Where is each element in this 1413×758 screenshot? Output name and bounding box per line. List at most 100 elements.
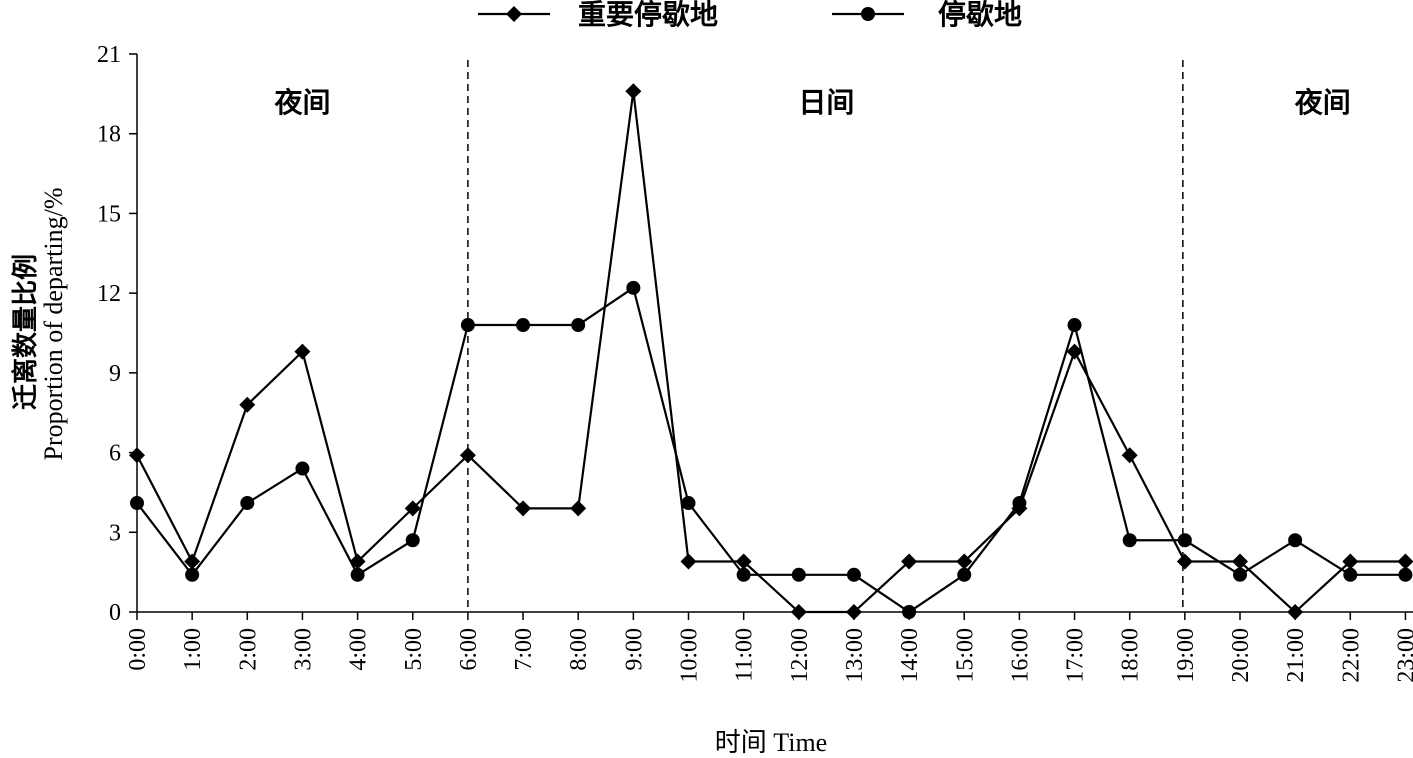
x-tick-label: 20:00 [1228, 628, 1254, 683]
data-point [405, 533, 420, 548]
period-dividers [467, 60, 1184, 612]
data-point [1343, 567, 1358, 582]
data-point [184, 553, 201, 570]
series-layer [129, 83, 1413, 620]
data-point [130, 496, 144, 511]
data-point [1342, 553, 1359, 570]
legend-marker [861, 7, 875, 21]
data-point [1233, 567, 1247, 582]
data-point [460, 318, 475, 333]
x-tick-label: 11:00 [732, 628, 758, 682]
data-point [1121, 447, 1138, 464]
legend-label: 重要停歇地 [578, 0, 718, 31]
legend-label: 停歇地 [938, 0, 1022, 31]
data-point [846, 567, 861, 582]
data-point [295, 461, 310, 476]
legend-item: 停歇地 [832, 0, 1022, 31]
x-tick-label: 1:00 [180, 628, 206, 671]
data-point [1398, 567, 1413, 582]
x-tick-label: 2:00 [235, 628, 261, 671]
x-tick-label: 12:00 [787, 628, 813, 683]
data-point [626, 280, 641, 295]
data-point [1232, 553, 1248, 570]
x-tick-label: 6:00 [456, 628, 482, 671]
x-tick-label: 0:00 [125, 628, 151, 671]
x-tick-label: 19:00 [1173, 628, 1199, 683]
x-tick-label: 10:00 [677, 628, 703, 683]
data-point [1012, 496, 1027, 511]
data-point [1177, 533, 1192, 548]
data-point [625, 83, 642, 100]
x-tick-label: 9:00 [621, 628, 647, 671]
y-axis-title-cn: 迁离数量比例 [10, 254, 40, 410]
y-tick-label: 6 [109, 441, 121, 467]
series-2 [130, 280, 1413, 619]
x-tick-label: 13:00 [842, 628, 868, 683]
data-point [956, 553, 973, 570]
x-tick-label: 4:00 [346, 628, 372, 671]
data-point [790, 604, 807, 620]
data-point [571, 318, 586, 333]
y-tick-label: 0 [109, 600, 121, 626]
data-point [239, 396, 256, 413]
series-line [136, 286, 1406, 614]
data-point [515, 500, 532, 517]
period-label: 日间 [798, 87, 854, 119]
axes: 0 3 6 9 12 15 18 21 0:00 1:00 2:00 3:00 4:00 5:00 6:00… [97, 42, 1413, 683]
x-tick-label: 5:00 [401, 628, 427, 671]
data-point [459, 447, 476, 464]
series-1 [129, 83, 1413, 620]
period-labels: 夜间 日间 夜间 [273, 86, 1350, 119]
data-point [1287, 604, 1304, 620]
x-tick-label: 22:00 [1338, 628, 1364, 683]
data-point [404, 500, 421, 517]
data-point [681, 496, 696, 511]
x-tick-label: 14:00 [897, 628, 923, 683]
data-point [845, 604, 862, 620]
data-point [1176, 553, 1193, 570]
data-point [570, 500, 587, 517]
x-axis-title: 时间 Time [715, 728, 827, 757]
data-point [901, 553, 918, 570]
data-point [791, 567, 806, 582]
period-label: 夜间 [1294, 86, 1351, 119]
y-axis-title-en: Proportion of departing/% [39, 188, 68, 461]
data-point [1066, 343, 1083, 360]
data-point [1122, 533, 1137, 548]
data-point [350, 567, 365, 582]
period-label: 夜间 [273, 86, 330, 119]
y-tick-label: 18 [97, 122, 121, 148]
x-tick-label: 15:00 [952, 628, 978, 683]
data-point [516, 318, 531, 333]
data-point [185, 567, 200, 582]
data-point [736, 567, 751, 582]
data-point [1288, 533, 1303, 548]
data-point [240, 496, 255, 511]
y-tick-label: 12 [97, 281, 121, 307]
y-tick-label: 21 [97, 42, 121, 68]
y-tick-label: 3 [109, 520, 121, 546]
x-tick-label: 7:00 [511, 628, 537, 671]
legend-marker [506, 6, 522, 22]
data-point [902, 605, 917, 619]
x-tick-label: 17:00 [1063, 628, 1089, 683]
x-tick-label: 23:00 [1393, 628, 1413, 683]
data-point [1067, 318, 1082, 333]
data-point [957, 567, 972, 582]
data-point [735, 553, 752, 570]
legend: 重要停歇地 停歇地 [478, 0, 1022, 31]
x-tick-label: 18:00 [1118, 628, 1144, 683]
data-point [129, 447, 145, 464]
series-line [136, 91, 1406, 614]
data-point [680, 553, 697, 570]
y-tick-label: 15 [97, 201, 121, 227]
x-tick-label: 21:00 [1283, 628, 1309, 683]
legend-item: 重要停歇地 [478, 0, 718, 31]
data-point [1397, 553, 1413, 570]
y-tick-label: 9 [109, 361, 121, 387]
x-tick-label: 8:00 [566, 628, 592, 671]
x-tick-label: 3:00 [290, 628, 316, 671]
x-tick-label: 16:00 [1007, 628, 1033, 683]
data-point [294, 343, 311, 360]
